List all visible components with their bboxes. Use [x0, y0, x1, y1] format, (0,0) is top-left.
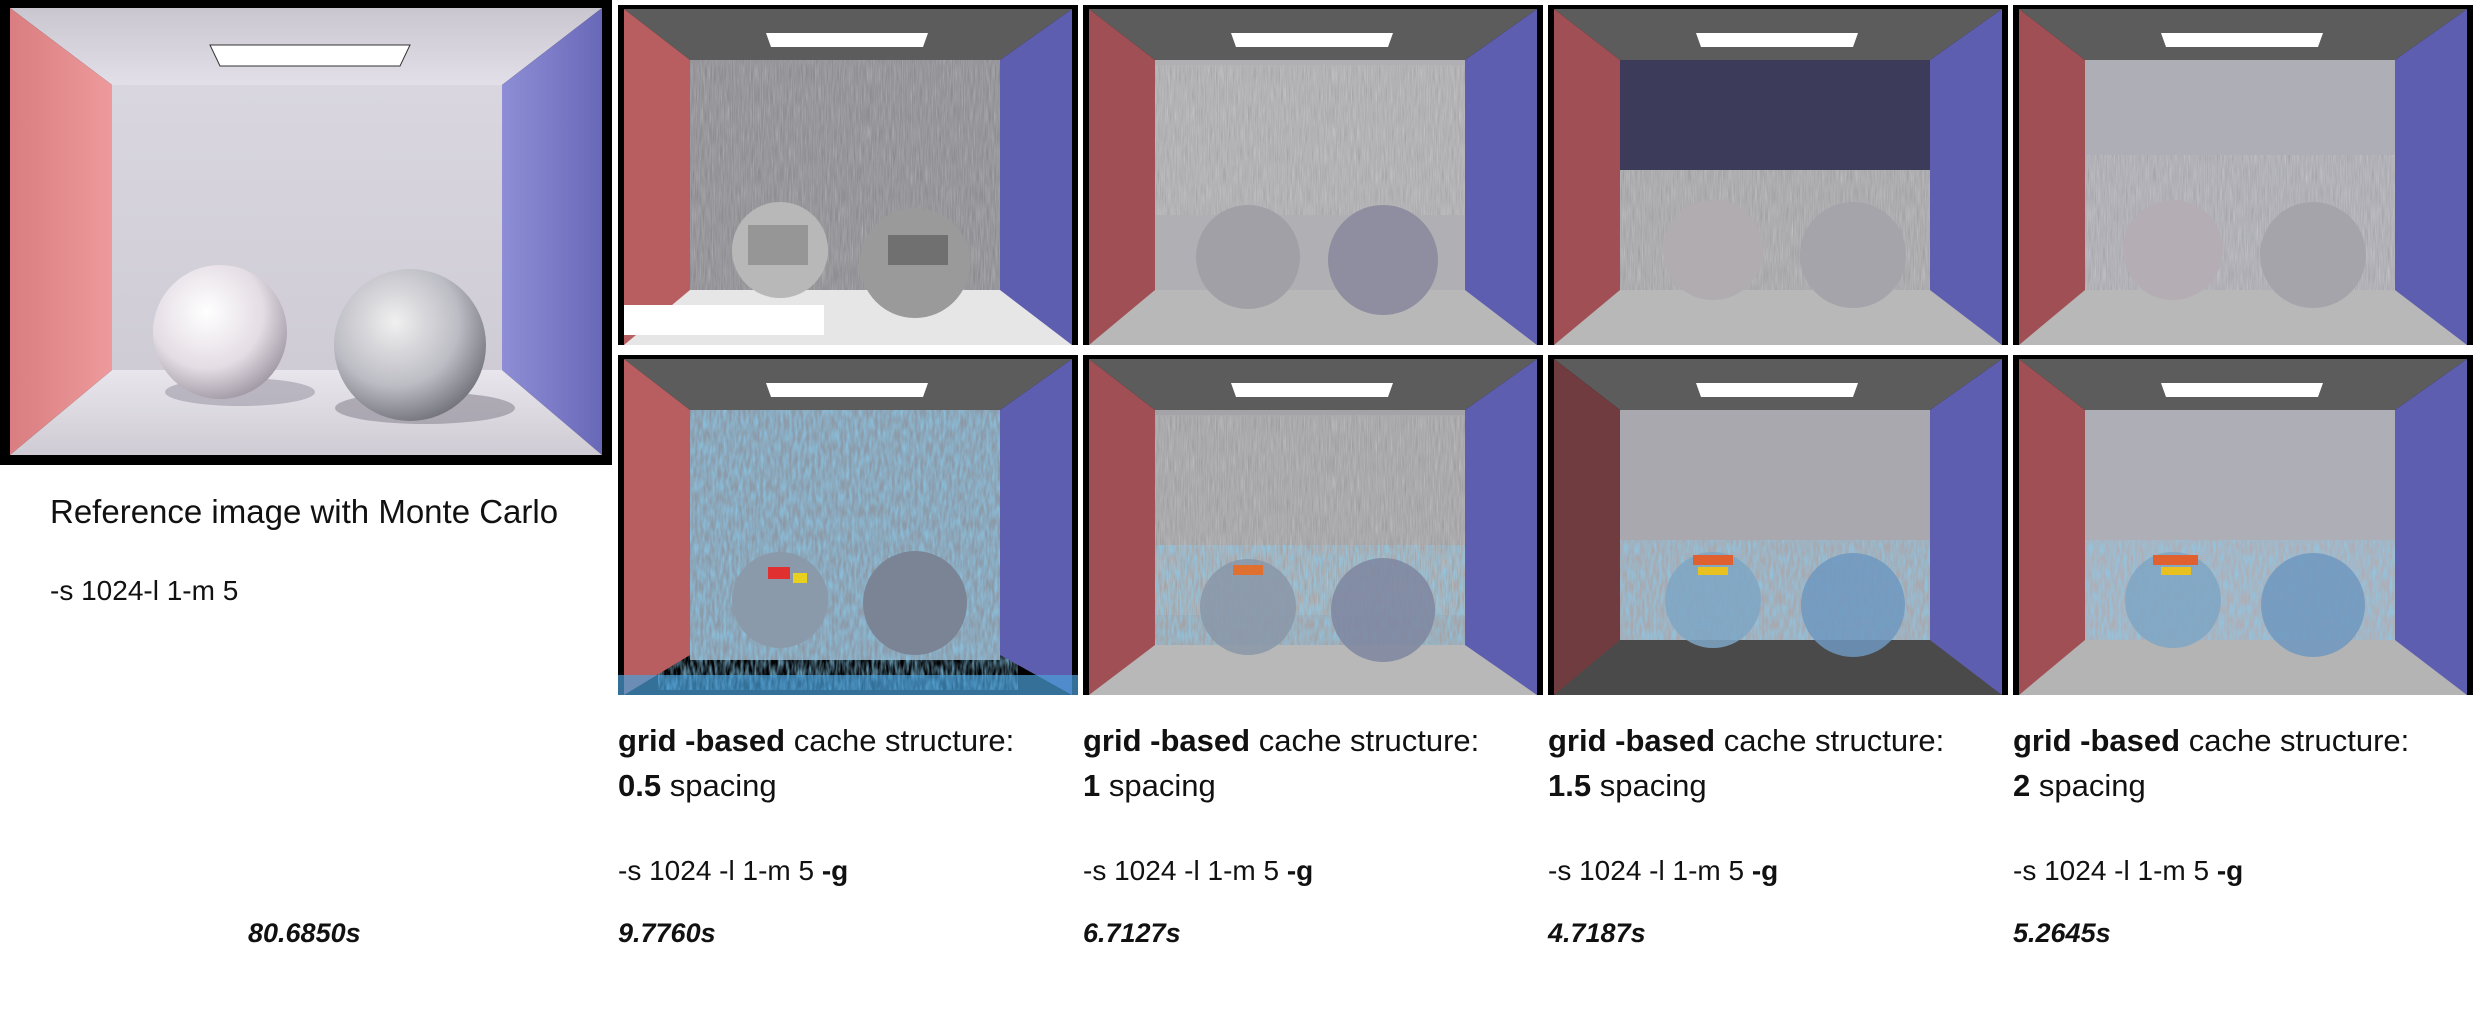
column-time-0: 9.7760s	[618, 918, 716, 948]
command-text: -s 1024 -l 1-m 5	[618, 855, 822, 886]
column-caption-2: grid -based cache structure: 1.5 spacing	[1548, 718, 2008, 808]
render-1-heatmap	[1083, 355, 1543, 695]
reference-time: 80.6850s	[248, 918, 361, 948]
column-caption-0: grid -based cache structure: 0.5 spacing	[618, 718, 1078, 808]
caption-spacing-label: spacing	[2030, 768, 2146, 803]
caption-bold-prefix: grid -based	[2013, 723, 2181, 758]
caption-rest: cache structure:	[1250, 723, 1480, 758]
column-caption-1: grid -based cache structure: 1 spacing	[1083, 718, 1543, 808]
column-caption-3: grid -based cache structure: 2 spacing	[2013, 718, 2473, 808]
column-command-3: -s 1024 -l 1-m 5 -g	[2013, 855, 2243, 887]
column-time-1: 6.7127s	[1083, 918, 1181, 948]
caption-spacing-value: 2	[2013, 768, 2031, 803]
column-command-1: -s 1024 -l 1-m 5 -g	[1083, 855, 1313, 887]
column-command-2: -s 1024 -l 1-m 5 -g	[1548, 855, 1778, 887]
command-flag: -g	[1286, 855, 1314, 886]
render-1.5-heatmap	[1548, 355, 2008, 695]
column-command-0: -s 1024 -l 1-m 5 -g	[618, 855, 848, 887]
caption-bold-prefix: grid -based	[1548, 723, 1716, 758]
column-time-3: 5.2645s	[2013, 918, 2111, 948]
render-2-top	[2013, 5, 2473, 345]
render-0.5-heatmap	[618, 355, 1078, 695]
caption-spacing-value: 1.5	[1548, 768, 1592, 803]
caption-spacing-label: spacing	[661, 768, 777, 803]
caption-spacing-label: spacing	[1591, 768, 1707, 803]
caption-bold-prefix: grid -based	[618, 723, 786, 758]
caption-rest: cache structure:	[785, 723, 1015, 758]
command-text: -s 1024 -l 1-m 5	[1083, 855, 1287, 886]
command-flag: -g	[821, 855, 849, 886]
reference-command: -s 1024-l 1-m 5	[50, 575, 239, 606]
render-1-top	[1083, 5, 1543, 345]
caption-spacing-value: 1	[1083, 768, 1101, 803]
caption-spacing-value: 0.5	[618, 768, 662, 803]
render-1.5-top	[1548, 5, 2008, 345]
caption-bold-prefix: grid -based	[1083, 723, 1251, 758]
reference-render	[0, 0, 612, 465]
command-flag: -g	[1751, 855, 1779, 886]
column-time-2: 4.7187s	[1548, 918, 1646, 948]
command-text: -s 1024 -l 1-m 5	[2013, 855, 2217, 886]
caption-spacing-label: spacing	[1100, 768, 1216, 803]
render-2-heatmap	[2013, 355, 2473, 695]
reference-title: Reference image with Monte Carlo	[50, 493, 559, 530]
command-flag: -g	[2216, 855, 2244, 886]
command-text: -s 1024 -l 1-m 5	[1548, 855, 1752, 886]
caption-rest: cache structure:	[2180, 723, 2410, 758]
render-0.5-top	[618, 5, 1078, 345]
caption-rest: cache structure:	[1715, 723, 1945, 758]
